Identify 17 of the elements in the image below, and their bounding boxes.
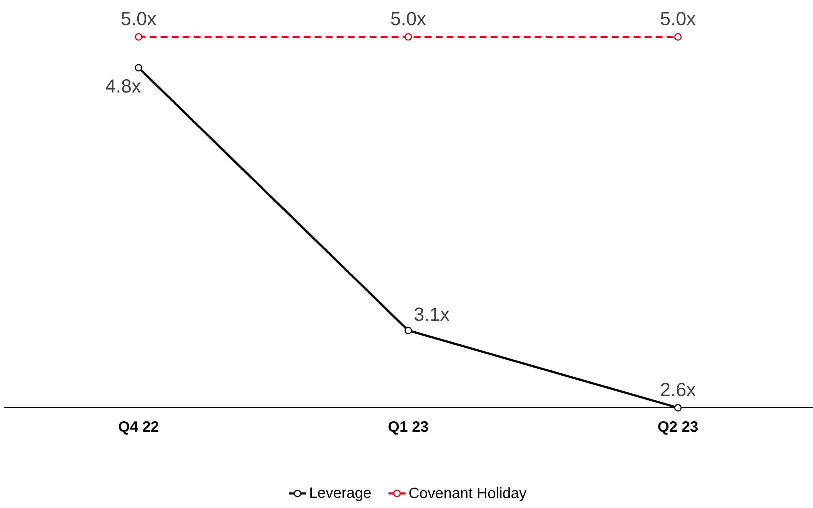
legend-label: Leverage [310, 488, 372, 502]
point [135, 33, 143, 41]
data-label: 3.1x [414, 308, 450, 322]
data-label: 2.6x [661, 383, 696, 396]
data-label: 5.0x [661, 12, 696, 26]
data-label: 5.0x [122, 12, 157, 26]
data-label: 5.0x [391, 12, 426, 26]
point [674, 404, 682, 412]
legend-label: Covenant Holiday [410, 488, 527, 502]
point [674, 33, 682, 41]
x-tick-label: Q2 23 [658, 422, 698, 435]
data-label: 4.8x [106, 80, 142, 93]
point [404, 326, 412, 334]
x-tick-label: Q4 22 [119, 422, 159, 435]
point [135, 64, 143, 72]
point [404, 33, 412, 41]
x-tick-label: Q1 23 [388, 422, 428, 435]
